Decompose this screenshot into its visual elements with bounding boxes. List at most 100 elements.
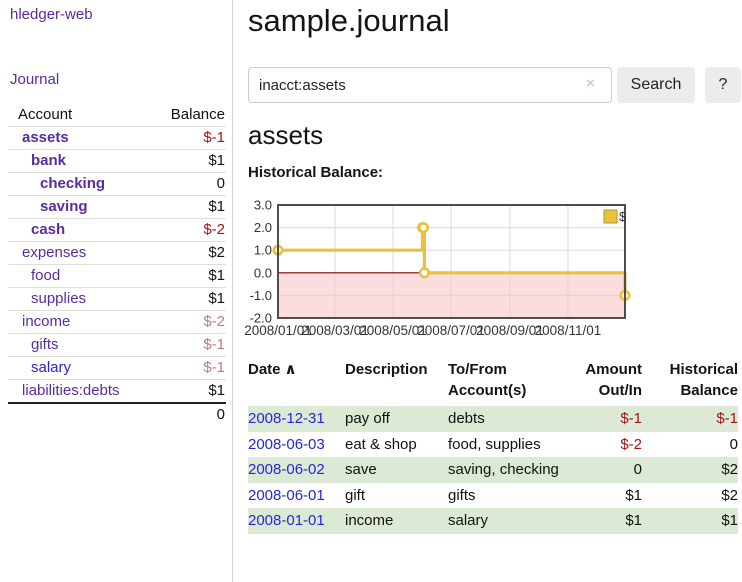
- sidebar-account-row: expenses $2: [8, 241, 226, 265]
- sidebar: hledger-web Journal Account Balance asse…: [0, 0, 233, 582]
- sidebar-account-balance: $1: [153, 195, 226, 219]
- transaction-row: 2008-01-01 income salary $1 $1: [248, 508, 738, 534]
- transaction-balance: $1: [642, 508, 738, 534]
- sidebar-account-link-liabilities-debts[interactable]: liabilities:debts: [22, 382, 120, 399]
- sidebar-account-row: income $-2: [8, 310, 226, 334]
- sidebar-account-balance: $-1: [153, 333, 226, 357]
- sidebar-item-journal[interactable]: Journal: [10, 71, 60, 88]
- sidebar-account-balance: $1: [153, 149, 226, 173]
- transaction-accounts: food, supplies: [448, 435, 541, 453]
- sidebar-account-link-expenses[interactable]: expenses: [22, 244, 87, 261]
- svg-text:2008/03/01: 2008/03/01: [301, 323, 369, 338]
- sidebar-account-balance: $-1: [153, 126, 226, 150]
- transaction-description: gift: [345, 486, 366, 504]
- sidebar-account-balance: $1: [153, 287, 226, 311]
- sidebar-account-link-bank[interactable]: bank: [31, 152, 67, 169]
- chart-heading: Historical Balance:: [248, 164, 384, 181]
- accounts-table-header: Account Balance: [8, 104, 226, 127]
- sidebar-account-balance: 0: [153, 172, 226, 196]
- amount-column-header: Amount Out/In: [585, 361, 642, 399]
- transaction-description: eat & shop: [345, 435, 417, 453]
- clear-search-icon[interactable]: ×: [586, 75, 595, 92]
- sidebar-account-balance: $1: [153, 264, 226, 288]
- transaction-accounts: salary: [448, 508, 560, 534]
- accounts-total-value: 0: [153, 402, 226, 426]
- sidebar-account-balance: $2: [153, 241, 226, 265]
- sidebar-account-row: bank $1: [8, 149, 226, 173]
- sort-ascending-icon: ∧: [284, 361, 297, 378]
- sidebar-account-link-gifts[interactable]: gifts: [31, 336, 59, 353]
- transaction-amount: 0: [560, 457, 642, 483]
- transaction-description: save: [345, 457, 448, 483]
- data-point-marker: [417, 222, 429, 234]
- sidebar-account-row: gifts $-1: [8, 333, 226, 357]
- balance-column-header: Balance: [153, 104, 226, 127]
- svg-text:-1.0: -1.0: [250, 288, 272, 303]
- svg-text:2008/05/01: 2008/05/01: [359, 323, 427, 338]
- svg-text:3.0: 3.0: [254, 198, 272, 213]
- transaction-amount: $1: [625, 486, 642, 504]
- page-title: sample.journal: [248, 3, 450, 38]
- sidebar-account-link-food[interactable]: food: [31, 267, 61, 284]
- sidebar-account-link-cash[interactable]: cash: [31, 221, 66, 238]
- sidebar-account-link-assets[interactable]: assets: [22, 129, 69, 146]
- transaction-date-link[interactable]: 2008-06-01: [248, 486, 325, 504]
- balance-column-header: Historical Balance: [669, 361, 738, 399]
- sidebar-account-link-checking[interactable]: checking: [40, 175, 106, 192]
- sidebar-account-link-saving[interactable]: saving: [40, 198, 88, 215]
- svg-text:2008/11/01: 2008/11/01: [535, 323, 602, 338]
- svg-text:1.0: 1.0: [254, 243, 272, 258]
- sidebar-account-row: saving $1: [8, 195, 226, 219]
- transaction-amount: $-1: [560, 406, 642, 432]
- transaction-date-link[interactable]: 2008-06-02: [248, 461, 325, 478]
- sidebar-account-link-income[interactable]: income: [22, 313, 71, 330]
- transaction-accounts: gifts: [448, 486, 476, 504]
- transaction-balance: $-1: [642, 406, 738, 432]
- register-header-row: Date ∧ Description To/From Account(s) Amo…: [248, 357, 738, 406]
- transaction-row: 2008-06-03 eat & shop food, supplies $-2 0: [248, 432, 738, 458]
- transaction-row: 2008-12-31 pay off debts $-1 $-1: [248, 406, 738, 432]
- sidebar-account-link-supplies[interactable]: supplies: [31, 290, 87, 307]
- sidebar-account-row: liabilities:debts $1: [8, 379, 226, 404]
- transaction-description: income: [345, 508, 448, 534]
- transaction-accounts: debts: [448, 406, 560, 432]
- account-heading: assets: [248, 120, 324, 150]
- sidebar-account-row: salary $-1: [8, 356, 226, 380]
- svg-text:-2.0: -2.0: [250, 311, 272, 326]
- sidebar-account-row: cash $-2: [8, 218, 226, 242]
- svg-text:2.0: 2.0: [254, 220, 272, 235]
- search-input[interactable]: [248, 67, 612, 103]
- accounts-total-row: 0: [8, 402, 226, 426]
- help-button[interactable]: ?: [705, 67, 741, 103]
- plot-border: [277, 204, 626, 319]
- search-button[interactable]: Search: [617, 67, 695, 103]
- transaction-date-link[interactable]: 2008-06-03: [248, 435, 325, 453]
- description-column-header: Description: [345, 361, 428, 378]
- sidebar-account-balance: $-1: [153, 356, 226, 380]
- transaction-date-link[interactable]: 2008-12-31: [248, 410, 325, 427]
- legend-label: $: [619, 209, 627, 224]
- sidebar-account-row: assets $-1: [8, 126, 226, 150]
- sidebar-account-row: supplies $1: [8, 287, 226, 311]
- app-title-link[interactable]: hledger-web: [10, 6, 93, 23]
- transaction-balance: $2: [721, 486, 738, 504]
- accounts-column-header: To/From Account(s): [448, 361, 527, 399]
- svg-text:0.0: 0.0: [254, 265, 272, 280]
- register-table: Date ∧ Description To/From Account(s) Amo…: [248, 357, 738, 534]
- sidebar-account-link-salary[interactable]: salary: [31, 359, 72, 376]
- transaction-balance: $2: [642, 457, 738, 483]
- legend-swatch: [603, 209, 618, 224]
- transaction-row: 2008-06-01 gift gifts $1 $2: [248, 483, 738, 509]
- historical-balance-chart: 3.0 2.0 1.0 0.0 -1.0 -2.02008/01/012008/03/01…: [244, 198, 631, 338]
- transaction-amount: $1: [560, 508, 642, 534]
- sidebar-account-balance: $-2: [153, 218, 226, 242]
- account-column-header: Account: [8, 104, 154, 127]
- svg-text:2008/07/01: 2008/07/01: [417, 323, 485, 338]
- sidebar-account-balance: $1: [153, 379, 226, 404]
- date-column-header[interactable]: Date ∧: [248, 361, 297, 378]
- transaction-date-link[interactable]: 2008-01-01: [248, 512, 325, 529]
- svg-text:2008/09/01: 2008/09/01: [476, 323, 544, 338]
- accounts-balance-table: Account Balance assets $-1 bank $1 checking 0…: [8, 104, 226, 426]
- sidebar-account-balance: $-2: [153, 310, 226, 334]
